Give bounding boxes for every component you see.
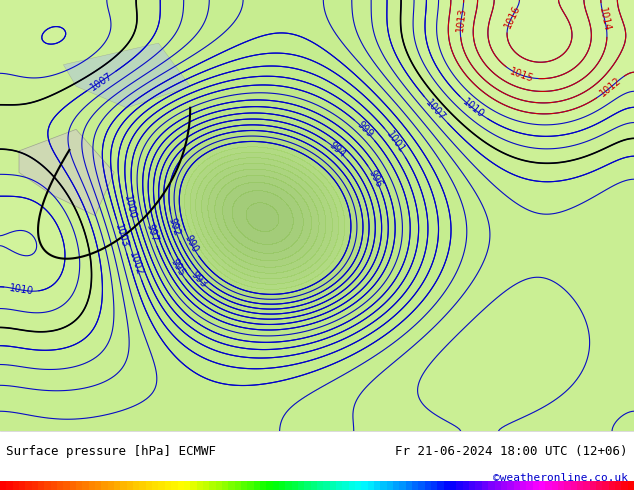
Text: 994: 994 [327, 140, 347, 160]
Text: 1007: 1007 [88, 70, 114, 92]
Text: 1000: 1000 [122, 195, 138, 220]
Text: 992: 992 [167, 217, 182, 238]
Text: 1002: 1002 [127, 250, 145, 277]
Polygon shape [19, 129, 114, 216]
Text: 1016: 1016 [503, 3, 522, 29]
Text: 1012: 1012 [598, 75, 623, 99]
Text: 995: 995 [168, 256, 186, 277]
Text: 990: 990 [183, 233, 200, 254]
Text: Fr 21-06-2024 18:00 UTC (12+06): Fr 21-06-2024 18:00 UTC (12+06) [395, 445, 628, 458]
Text: 1010: 1010 [8, 283, 34, 296]
Text: 1013: 1013 [455, 7, 467, 32]
Text: 996: 996 [366, 168, 384, 189]
Text: 1015: 1015 [508, 66, 535, 84]
Text: 993: 993 [190, 270, 209, 290]
Text: 1003: 1003 [113, 223, 130, 249]
Polygon shape [63, 43, 190, 108]
Text: 1007: 1007 [424, 98, 448, 122]
Text: Surface pressure [hPa] ECMWF: Surface pressure [hPa] ECMWF [6, 445, 216, 458]
Text: 997: 997 [145, 222, 160, 243]
Text: 1010: 1010 [460, 97, 486, 120]
Text: 1014: 1014 [597, 7, 612, 33]
Text: ©weatheronline.co.uk: ©weatheronline.co.uk [493, 473, 628, 483]
Text: 999: 999 [355, 120, 375, 140]
Text: 1001: 1001 [384, 130, 407, 155]
